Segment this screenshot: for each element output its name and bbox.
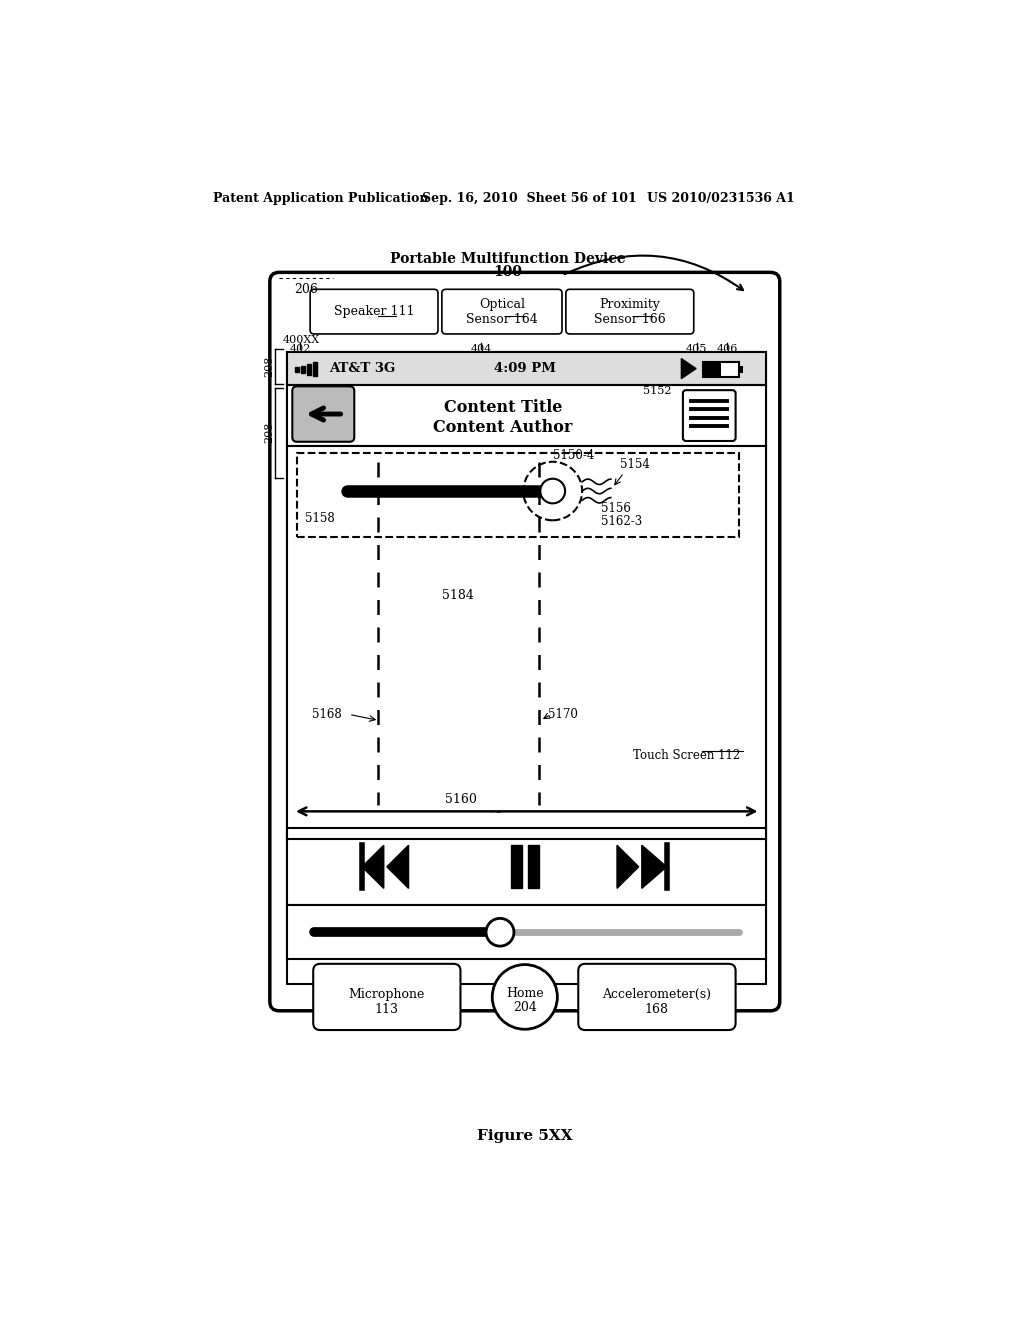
Text: 5162-3: 5162-3 <box>601 515 642 528</box>
Polygon shape <box>362 845 384 888</box>
Bar <box>287 829 766 906</box>
Text: 5158: 5158 <box>305 512 335 525</box>
Circle shape <box>541 479 565 503</box>
Text: 5160: 5160 <box>445 793 477 807</box>
Text: 405: 405 <box>686 343 708 354</box>
Bar <box>287 352 766 385</box>
Bar <box>528 845 539 888</box>
Text: Home: Home <box>506 986 544 999</box>
FancyBboxPatch shape <box>683 391 735 441</box>
Text: 402: 402 <box>290 343 310 354</box>
Text: 5170: 5170 <box>548 708 578 721</box>
Text: 5154: 5154 <box>621 458 650 471</box>
Text: Content Author: Content Author <box>433 418 572 436</box>
FancyBboxPatch shape <box>270 272 779 1011</box>
Bar <box>313 363 317 376</box>
Text: Figure 5XX: Figure 5XX <box>477 1130 572 1143</box>
Text: ~: ~ <box>490 807 503 820</box>
FancyBboxPatch shape <box>313 964 461 1030</box>
Text: 406: 406 <box>717 343 737 354</box>
Text: Proximity
Sensor 166: Proximity Sensor 166 <box>594 297 666 326</box>
Bar <box>287 385 766 446</box>
Text: Optical
Sensor 164: Optical Sensor 164 <box>466 297 538 326</box>
FancyBboxPatch shape <box>442 289 562 334</box>
Bar <box>297 453 738 537</box>
Bar <box>287 352 766 983</box>
Text: 5156: 5156 <box>601 502 631 515</box>
Text: 100: 100 <box>494 265 522 280</box>
Bar <box>295 367 299 372</box>
Text: 5168: 5168 <box>312 708 342 721</box>
Text: AT&T 3G: AT&T 3G <box>330 362 395 375</box>
Polygon shape <box>681 359 696 379</box>
Circle shape <box>493 965 557 1030</box>
Text: 4:09 PM: 4:09 PM <box>494 362 556 375</box>
Text: 168: 168 <box>645 1003 669 1016</box>
Bar <box>287 446 766 840</box>
Text: Patent Application Publication: Patent Application Publication <box>213 191 429 205</box>
Circle shape <box>486 919 514 946</box>
Text: 400XX: 400XX <box>283 335 321 345</box>
Polygon shape <box>387 845 409 888</box>
Text: Sep. 16, 2010  Sheet 56 of 101: Sep. 16, 2010 Sheet 56 of 101 <box>423 191 637 205</box>
FancyBboxPatch shape <box>292 387 354 442</box>
Bar <box>301 366 305 374</box>
Text: 208: 208 <box>264 422 274 444</box>
Text: 404: 404 <box>471 343 493 354</box>
Text: 5152: 5152 <box>643 385 672 396</box>
Text: 5150-4: 5150-4 <box>553 449 594 462</box>
Polygon shape <box>617 845 639 888</box>
Bar <box>511 845 521 888</box>
Bar <box>287 906 766 960</box>
Bar <box>307 364 311 375</box>
Text: 208: 208 <box>264 355 274 378</box>
Bar <box>738 366 742 374</box>
Text: Speaker 111: Speaker 111 <box>334 305 415 318</box>
FancyBboxPatch shape <box>310 289 438 334</box>
Bar <box>287 352 766 385</box>
FancyBboxPatch shape <box>579 964 735 1030</box>
Text: Content Title: Content Title <box>444 400 562 416</box>
Text: 5184: 5184 <box>442 589 474 602</box>
Text: 206: 206 <box>294 282 318 296</box>
Bar <box>703 363 721 376</box>
Text: 204: 204 <box>513 1001 537 1014</box>
Bar <box>703 362 738 378</box>
Text: 113: 113 <box>375 1003 399 1016</box>
Polygon shape <box>642 845 667 888</box>
Text: US 2010/0231536 A1: US 2010/0231536 A1 <box>647 191 795 205</box>
Text: Portable Multifunction Device: Portable Multifunction Device <box>390 252 626 265</box>
Text: Accelerometer(s): Accelerometer(s) <box>602 989 712 1001</box>
Text: Microphone: Microphone <box>348 989 425 1001</box>
FancyBboxPatch shape <box>566 289 693 334</box>
Text: Touch Screen 112: Touch Screen 112 <box>633 748 740 762</box>
